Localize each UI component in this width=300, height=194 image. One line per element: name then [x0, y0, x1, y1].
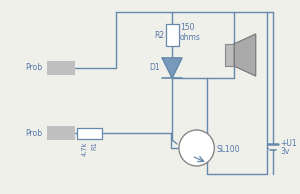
Circle shape: [179, 130, 214, 166]
Bar: [225, 44, 234, 66]
Bar: [47, 61, 75, 75]
Text: 150: 150: [180, 23, 194, 33]
Polygon shape: [162, 58, 182, 78]
Text: Prob: Prob: [26, 63, 43, 73]
Text: +U1: +U1: [280, 139, 297, 147]
Text: Prob: Prob: [26, 128, 43, 138]
Text: 4.7k: 4.7k: [81, 141, 87, 156]
Bar: [77, 128, 102, 139]
Bar: [166, 24, 179, 46]
Text: R2: R2: [154, 30, 164, 40]
Text: 3v: 3v: [280, 147, 289, 157]
Text: ohms: ohms: [180, 34, 201, 42]
Bar: [47, 126, 75, 140]
Text: SL100: SL100: [216, 146, 240, 154]
Text: D1: D1: [150, 63, 160, 73]
Polygon shape: [234, 34, 256, 76]
Text: R1: R1: [92, 141, 98, 150]
